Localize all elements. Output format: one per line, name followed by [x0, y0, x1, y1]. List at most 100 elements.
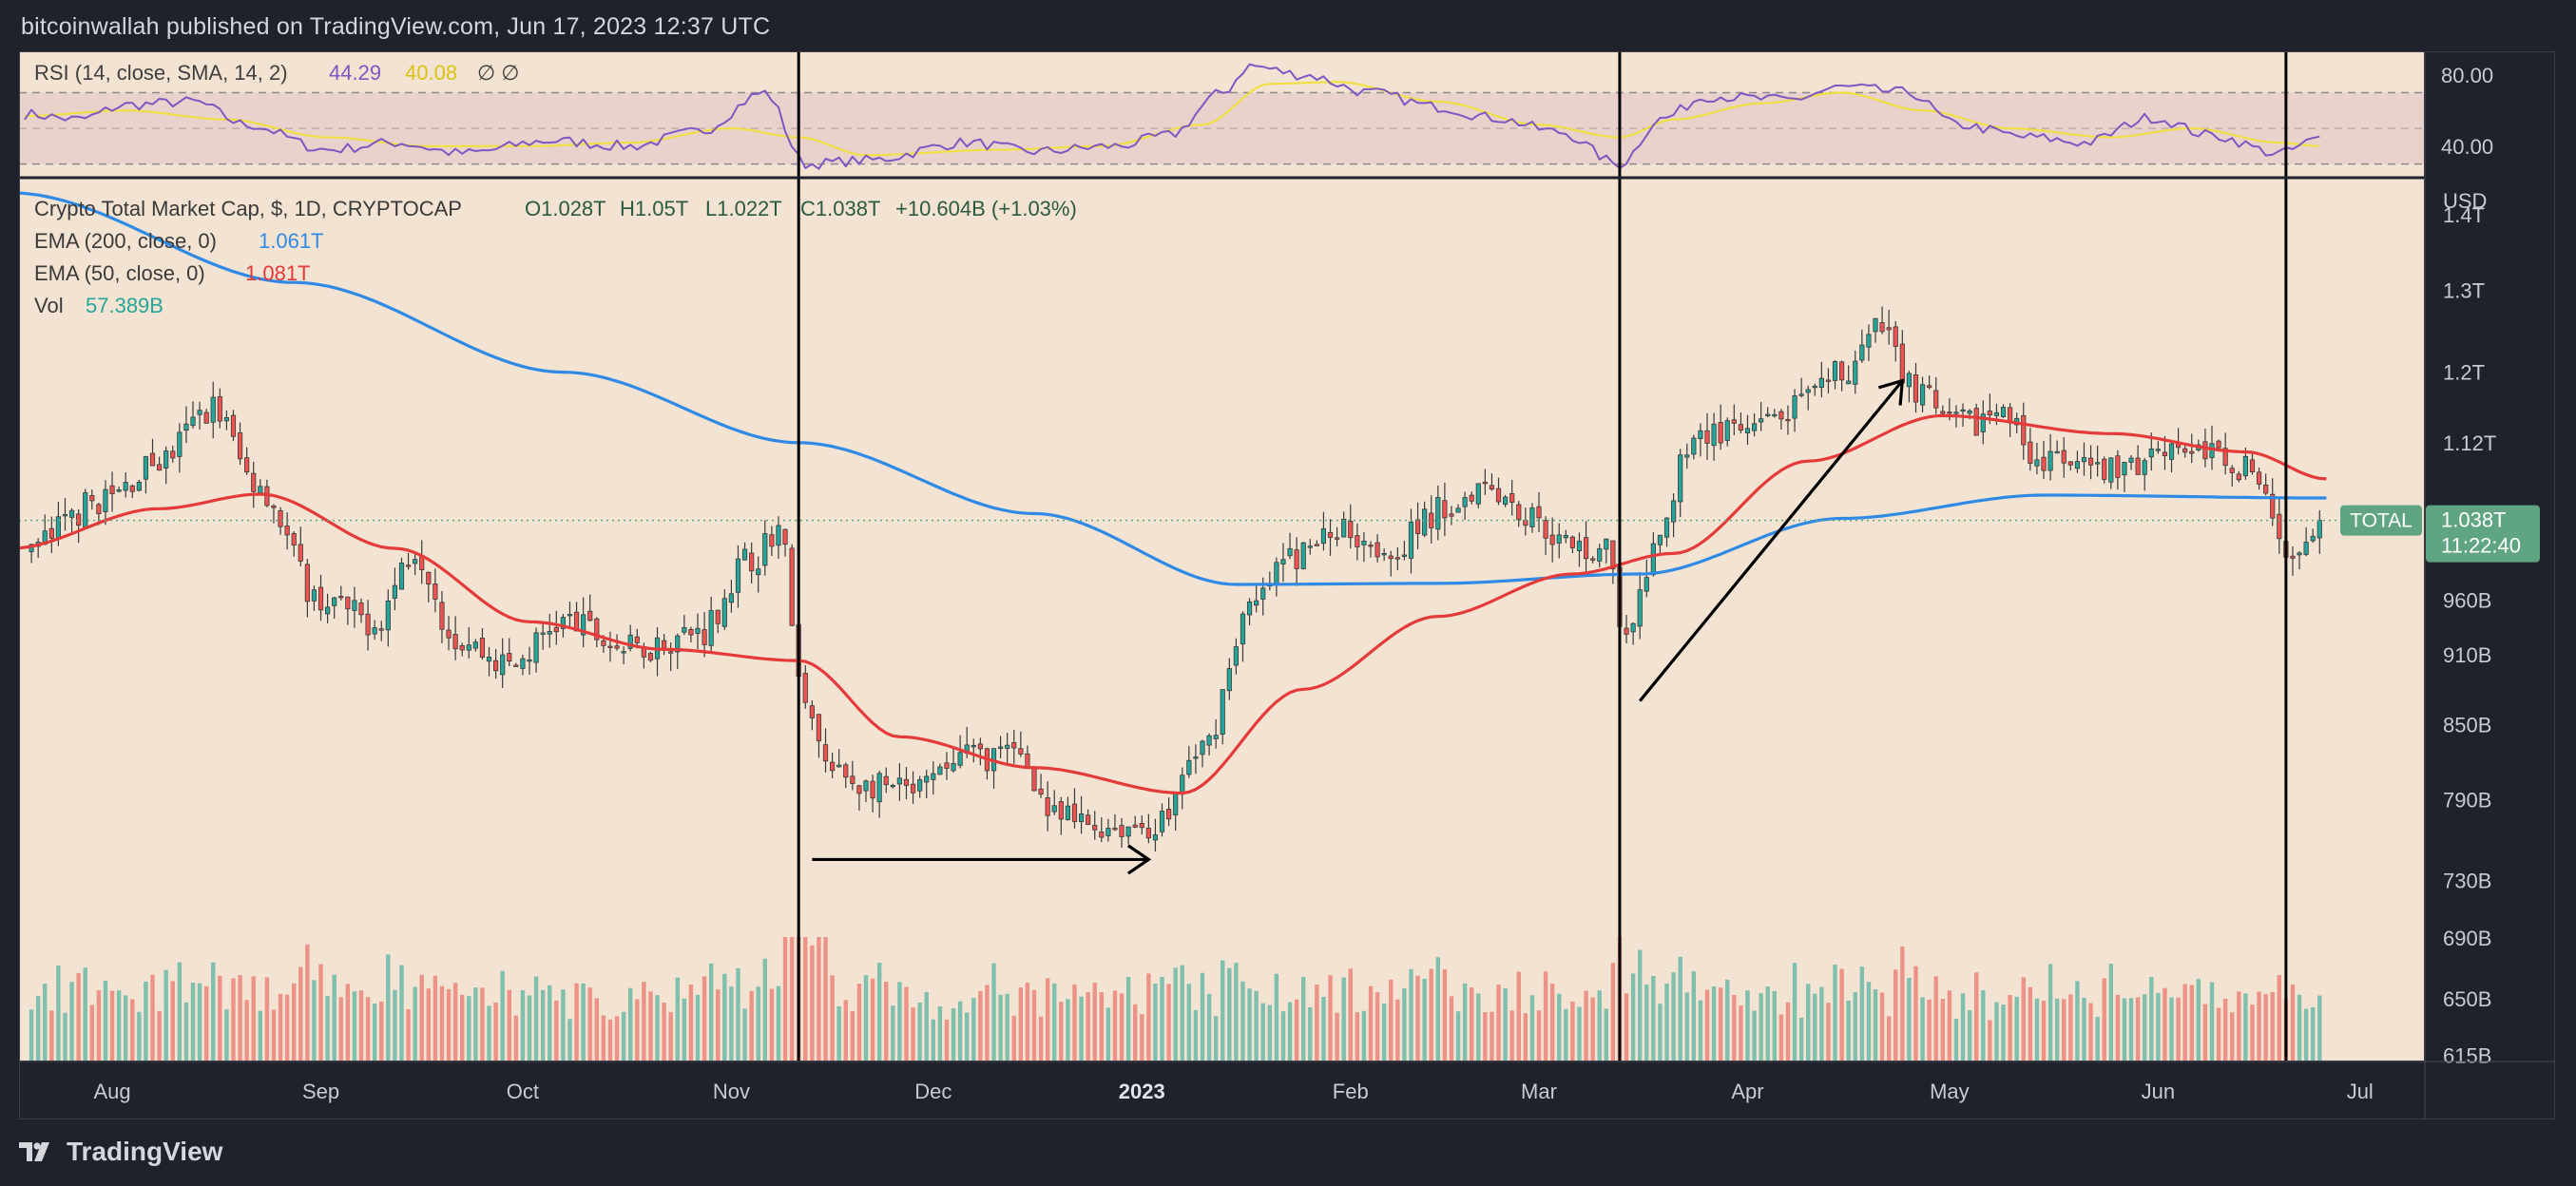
volume-bar — [2230, 1012, 2235, 1061]
candle-body — [1018, 748, 1024, 755]
candle-body — [197, 410, 202, 415]
volume-bar — [1678, 956, 1682, 1061]
candle-body — [83, 491, 88, 528]
volume-bar — [2021, 977, 2026, 1061]
candle-body — [1604, 538, 1609, 550]
candle-body — [567, 614, 573, 617]
volume-bar — [1415, 975, 1420, 1061]
chart-frame[interactable]: RSI (14, close, SMA, 14, 2) 44.29 40.08 … — [19, 51, 2555, 1119]
volume-bar — [1470, 987, 1474, 1061]
ohlc-close: C1.038T — [800, 197, 880, 220]
candle-body — [1112, 828, 1118, 831]
volume-bar — [904, 986, 909, 1061]
volume-bar — [520, 989, 526, 1061]
volume-bar — [1180, 965, 1184, 1061]
candle-body — [1765, 413, 1771, 416]
volume-bar — [1610, 963, 1616, 1061]
volume-bar — [2270, 991, 2275, 1061]
volume-bar — [150, 974, 155, 1061]
candle-body — [749, 552, 755, 572]
candle-body — [587, 610, 593, 622]
candle-body — [843, 764, 849, 778]
price-tick-label: 910B — [2443, 643, 2491, 667]
candle-body — [89, 495, 95, 502]
volume-bar — [655, 995, 660, 1061]
volume-bar — [567, 1019, 572, 1061]
candle-body — [769, 534, 775, 547]
volume-bar — [1718, 987, 1723, 1061]
volume-bar — [1590, 997, 1595, 1061]
chart-svg[interactable]: RSI (14, close, SMA, 14, 2) 44.29 40.08 … — [19, 51, 2555, 1119]
candle-body — [856, 785, 862, 794]
candle-body — [688, 628, 694, 636]
rsi-legend: RSI (14, close, SMA, 14, 2) 44.29 40.08 … — [34, 61, 519, 85]
volume-bar — [850, 1010, 855, 1061]
price-tick-label: 960B — [2443, 589, 2491, 613]
candle-body — [883, 775, 889, 786]
volume-bar — [487, 1005, 491, 1061]
volume-bar — [1335, 1012, 1339, 1061]
ema200-line — [19, 191, 2327, 586]
volume-bar — [1907, 978, 1912, 1061]
candle-body — [311, 589, 317, 602]
volume-bar — [695, 994, 701, 1061]
volume-bar — [1927, 999, 1932, 1061]
price-tick-label: 1.12T — [2443, 431, 2496, 455]
volume-bar — [1725, 979, 1730, 1061]
candle-body — [1401, 554, 1407, 557]
volume-bar — [823, 937, 828, 1061]
candle-body — [237, 432, 243, 460]
candle-body — [850, 775, 855, 784]
candle-body — [2128, 457, 2134, 463]
candle-body — [2216, 440, 2221, 449]
volume-bar — [527, 995, 532, 1061]
volume-bar — [1711, 985, 1717, 1061]
volume-bar — [2108, 964, 2113, 1061]
volume-bar — [742, 1008, 747, 1061]
volume-bar — [762, 958, 767, 1061]
volume-bar — [924, 991, 929, 1061]
candle-body — [149, 452, 156, 467]
volume-bar — [439, 985, 445, 1061]
volume-bar — [2263, 994, 2268, 1061]
candle-body — [426, 571, 432, 585]
volume-bar — [1301, 976, 1306, 1061]
tradingview-logo-icon — [19, 1142, 49, 1161]
volume-bar — [1577, 1006, 1582, 1061]
candle-body — [2081, 457, 2087, 463]
volume-bar — [1704, 989, 1710, 1061]
volume-bar — [467, 996, 471, 1061]
volume-bar — [2169, 997, 2174, 1061]
volume-bar — [2149, 977, 2154, 1061]
candle-body — [1132, 824, 1138, 828]
price-axis: USD 1.4T 1.3T 1.2T 1.12T 960B 910B 850B 790B 730… — [2443, 189, 2496, 1068]
candle-body — [1644, 577, 1649, 592]
candle-body — [957, 752, 963, 766]
candle-body — [2236, 473, 2241, 481]
volume-bar — [365, 997, 371, 1061]
candle-body — [284, 526, 290, 536]
volume-bar — [83, 967, 87, 1061]
volume-bar — [1664, 983, 1669, 1061]
candle-body — [271, 505, 277, 508]
candle-body — [2041, 456, 2047, 471]
volume-bar — [170, 981, 175, 1061]
volume-bar — [183, 1002, 189, 1061]
volume-bar — [533, 976, 539, 1061]
candle-body — [917, 779, 923, 792]
candle-body — [1678, 454, 1683, 503]
volume-bar — [1564, 1008, 1568, 1061]
volume-bar — [312, 980, 317, 1061]
candle-body — [1879, 322, 1885, 333]
tradingview-brand[interactable]: TradingView — [19, 1137, 222, 1167]
volume-bar — [2222, 998, 2228, 1061]
candle-body — [459, 645, 465, 651]
candle-body — [1509, 493, 1515, 503]
annotation-arrow-head — [1126, 844, 1152, 875]
candle-body — [1529, 507, 1535, 527]
volume-bar — [971, 998, 976, 1061]
candle-body — [1597, 547, 1603, 562]
volume-bar — [163, 969, 168, 1061]
volume-bar — [1455, 1011, 1461, 1061]
time-axis: Aug Sep Oct Nov Dec 2023 Feb Mar Apr May Jun Jul — [93, 1080, 2373, 1103]
